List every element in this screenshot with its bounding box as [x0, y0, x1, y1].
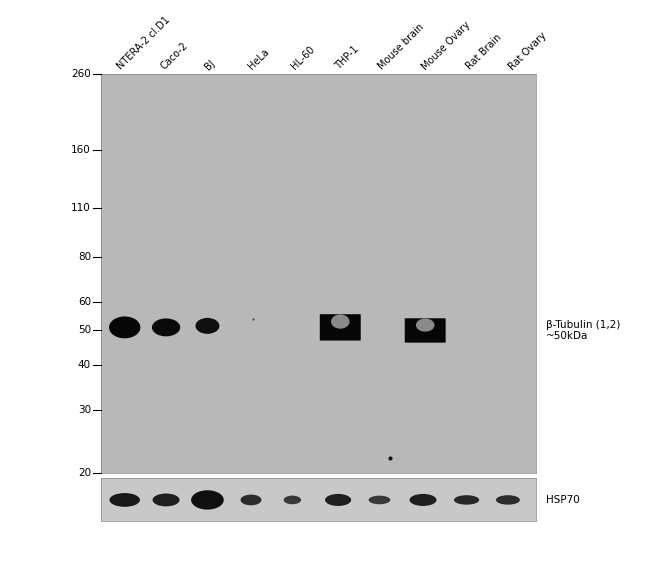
Ellipse shape: [454, 495, 479, 505]
Text: β-Tubulin (1,2)
~50kDa: β-Tubulin (1,2) ~50kDa: [546, 320, 620, 342]
Ellipse shape: [331, 315, 350, 329]
Ellipse shape: [416, 319, 434, 332]
Text: 160: 160: [72, 145, 91, 155]
Text: Rat Brain: Rat Brain: [464, 33, 503, 72]
FancyBboxPatch shape: [320, 314, 361, 340]
Text: 40: 40: [78, 360, 91, 370]
Ellipse shape: [109, 316, 140, 338]
Ellipse shape: [283, 496, 301, 504]
Text: 110: 110: [72, 203, 91, 213]
Text: HL-60: HL-60: [290, 44, 317, 72]
Text: Mouse brain: Mouse brain: [377, 22, 426, 72]
Text: 260: 260: [72, 69, 91, 80]
Text: Rat Ovary: Rat Ovary: [508, 30, 549, 72]
Text: HSP70: HSP70: [546, 495, 580, 505]
Text: Mouse Ovary: Mouse Ovary: [421, 19, 473, 72]
Ellipse shape: [325, 494, 351, 506]
Ellipse shape: [369, 496, 391, 504]
Text: 60: 60: [78, 297, 91, 307]
Text: HeLa: HeLa: [246, 47, 271, 72]
Ellipse shape: [153, 493, 179, 507]
Ellipse shape: [152, 319, 180, 336]
Ellipse shape: [191, 490, 224, 509]
Text: 80: 80: [78, 253, 91, 262]
Text: BJ: BJ: [203, 58, 216, 72]
Text: 20: 20: [78, 468, 91, 478]
Text: THP-1: THP-1: [333, 44, 361, 72]
Ellipse shape: [410, 494, 437, 506]
Ellipse shape: [240, 494, 261, 505]
Text: NTERA-2 cl.D1: NTERA-2 cl.D1: [116, 15, 172, 72]
Text: Caco-2: Caco-2: [159, 41, 190, 72]
Ellipse shape: [109, 493, 140, 507]
Ellipse shape: [196, 318, 220, 334]
Text: 30: 30: [78, 405, 91, 415]
FancyBboxPatch shape: [405, 318, 446, 343]
Text: 50: 50: [78, 325, 91, 335]
Ellipse shape: [496, 495, 520, 505]
